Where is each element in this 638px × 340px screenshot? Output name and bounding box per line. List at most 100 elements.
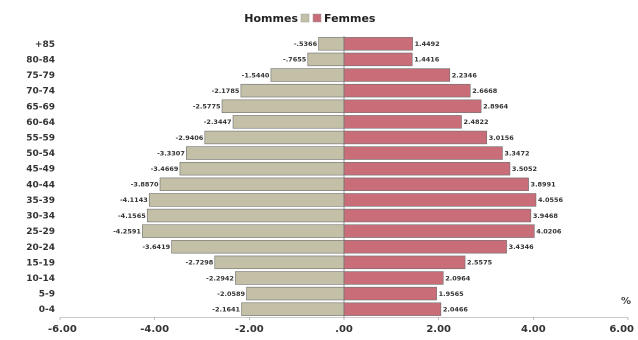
value-label-femmes-65-69: 2.8964 [483, 103, 509, 111]
bar-femmes-50-54 [343, 146, 503, 160]
value-label-femmes-55-59: 3.0156 [489, 134, 515, 142]
category-label-20-24: 20-24 [26, 243, 55, 253]
bar-hommes-20-24 [171, 240, 345, 254]
value-label-hommes-75-79: -1.5440 [242, 71, 270, 79]
value-label-femmes-15-19: 2.5575 [467, 259, 493, 267]
category-label-30-34: 30-34 [26, 212, 55, 222]
bar-femmes-35-39 [343, 193, 537, 207]
value-label-hommes-45-49: -3.4669 [151, 165, 179, 173]
bar-hommes-65-69 [221, 99, 345, 113]
category-label-0-4: 0-4 [39, 305, 55, 315]
category-label-5-9: 5-9 [39, 290, 55, 300]
bar-hommes-35-39 [148, 193, 345, 207]
bar-femmes-75-79 [343, 68, 451, 82]
value-label-femmes-75-79: 2.2346 [452, 71, 478, 79]
category-label-70-74: 70-74 [26, 87, 55, 97]
bar-hommes-15-19 [214, 255, 345, 270]
category-label-75-79: 75-79 [26, 71, 55, 81]
x-unit-label: % [621, 296, 631, 307]
bar-femmes-65-69 [343, 99, 482, 113]
bar-femmes-0-4 [343, 302, 442, 316]
value-label-femmes-80-84: 1.4416 [414, 56, 440, 64]
bar-femmes-30-34 [343, 208, 532, 223]
category-label-60-64: 60-64 [26, 118, 55, 128]
bar-femmes-85 [343, 37, 413, 51]
legend-swatch-femmes [312, 13, 322, 23]
x-tick-label: 4.00 [521, 324, 546, 335]
bar-femmes-25-29 [343, 224, 535, 238]
bar-hommes-60-64 [232, 115, 345, 129]
category-label-50-54: 50-54 [26, 149, 55, 159]
category-label-45-49: 45-49 [26, 165, 55, 175]
value-label-hommes-40-44: -3.8870 [131, 181, 159, 189]
category-label-80-84: 80-84 [26, 55, 55, 65]
value-label-hommes-20-24: -3.6419 [142, 243, 170, 251]
value-label-femmes-50-54: 3.3472 [504, 149, 529, 157]
bar-hommes-10-14 [235, 271, 345, 285]
bars-group [142, 37, 537, 316]
bar-femmes-70-74 [343, 83, 471, 98]
x-axis: -6.00 -4.00 -2.00 .00 2.00 4.00 6.00 [48, 36, 634, 335]
value-label-hommes-25-29: -4.2591 [113, 227, 141, 235]
value-label-femmes-35-39: 4.0556 [538, 196, 564, 204]
category-label-55-59: 55-59 [26, 133, 55, 143]
bar-femmes-20-24 [343, 240, 507, 254]
x-tick-label: -6.00 [48, 324, 77, 335]
bar-femmes-5-9 [343, 286, 437, 301]
bar-femmes-10-14 [343, 271, 444, 285]
value-label-femmes-20-24: 3.4346 [509, 243, 535, 251]
bar-hommes-85 [318, 37, 345, 51]
legend-label-femmes: Femmes [324, 12, 376, 25]
value-label-hommes-10-14: -2.2942 [206, 274, 234, 282]
legend-swatch-hommes [300, 13, 310, 23]
value-label-femmes-30-34: 3.9468 [533, 212, 559, 220]
bar-femmes-15-19 [343, 255, 466, 270]
bar-femmes-45-49 [343, 161, 511, 176]
bar-hommes-30-34 [146, 208, 345, 223]
bar-femmes-60-64 [343, 115, 462, 129]
value-label-femmes-85: 1.4492 [415, 40, 440, 48]
category-label-15-19: 15-19 [26, 258, 55, 268]
bar-femmes-80-84 [343, 52, 413, 67]
category-label-25-29: 25-29 [26, 227, 55, 237]
bar-femmes-55-59 [343, 130, 488, 145]
value-label-femmes-70-74: 2.6668 [472, 87, 498, 95]
x-tick-label: .00 [335, 324, 353, 335]
value-label-hommes-70-74: -2.1785 [212, 87, 240, 95]
labels-group: 0-4 -2.1641 2.0466 5-9 -2.0589 1.9565 10-14 -2.… [26, 40, 563, 315]
bar-hommes-5-9 [246, 286, 345, 301]
value-label-hommes-55-59: -2.9406 [176, 134, 204, 142]
value-label-femmes-40-44: 3.8991 [531, 181, 557, 189]
bar-femmes-40-44 [343, 177, 529, 192]
bar-hommes-70-74 [240, 83, 345, 98]
value-label-hommes-80-84: -.7655 [283, 56, 307, 64]
category-label-40-44: 40-44 [26, 180, 55, 190]
bar-hommes-40-44 [159, 177, 345, 192]
legend: Hommes Femmes [244, 12, 376, 25]
value-label-femmes-60-64: 2.4822 [463, 118, 488, 126]
x-tick-label: -2.00 [235, 324, 264, 335]
value-label-hommes-35-39: -4.1143 [120, 196, 148, 204]
x-tick-label: 2.00 [426, 324, 451, 335]
value-label-femmes-5-9: 1.9565 [439, 290, 465, 298]
value-label-hommes-30-34: -4.1565 [118, 212, 146, 220]
bar-hommes-50-54 [186, 146, 345, 160]
x-tick-label: -4.00 [140, 324, 169, 335]
bar-hommes-75-79 [270, 68, 345, 82]
category-label-85: +85 [35, 40, 55, 50]
value-label-hommes-5-9: -2.0589 [217, 290, 245, 298]
bar-hommes-55-59 [204, 130, 345, 145]
category-label-10-14: 10-14 [26, 274, 55, 284]
value-label-hommes-50-54: -3.3307 [157, 149, 185, 157]
value-label-femmes-10-14: 2.0964 [445, 274, 471, 282]
bar-hommes-45-49 [179, 161, 345, 176]
bar-hommes-0-4 [241, 302, 345, 316]
value-label-hommes-15-19: -2.7298 [186, 259, 214, 267]
category-label-65-69: 65-69 [26, 102, 55, 112]
legend-label-hommes: Hommes [244, 12, 298, 25]
bar-hommes-25-29 [142, 224, 345, 238]
value-label-femmes-25-29: 4.0206 [536, 227, 562, 235]
x-tick-label: 6.00 [609, 324, 634, 335]
value-label-hommes-65-69: -2.5775 [193, 103, 221, 111]
